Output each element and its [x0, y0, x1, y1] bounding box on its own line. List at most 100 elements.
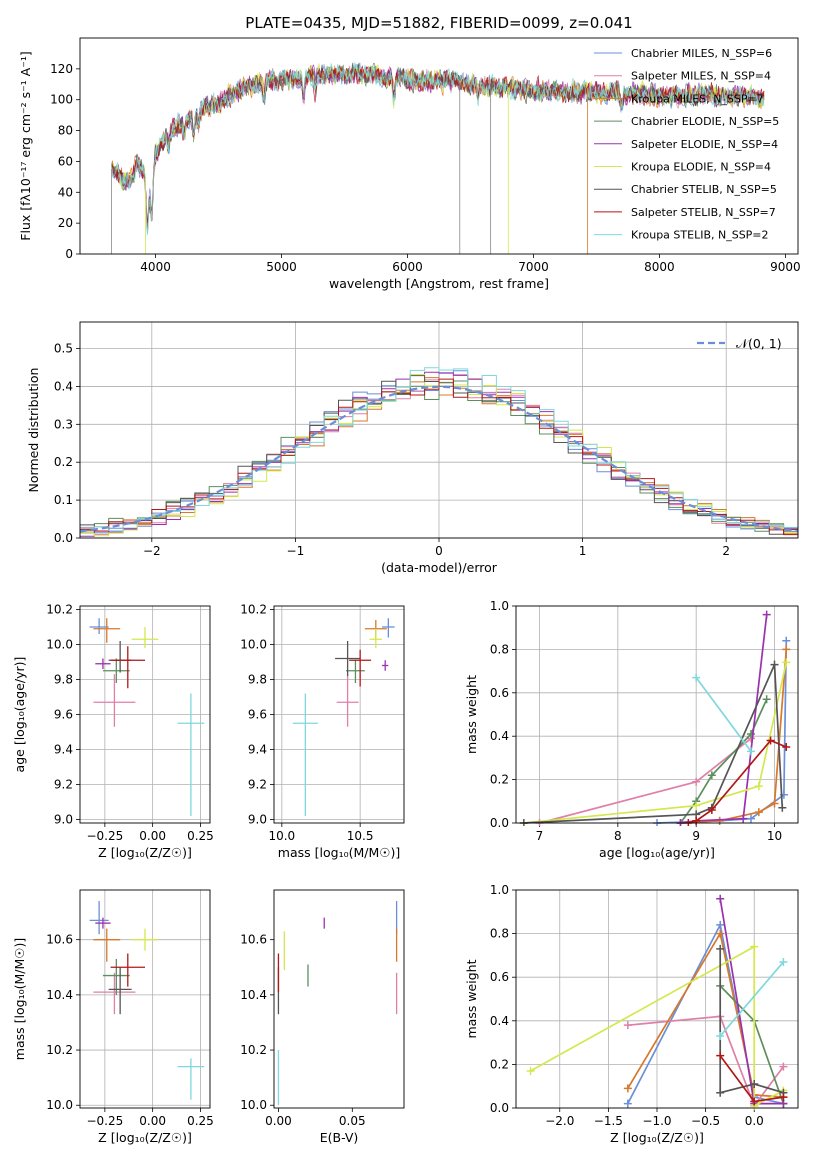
normal-reference-curve: [80, 385, 798, 533]
axes-frame: [273, 889, 405, 1109]
errorbar-point: [110, 646, 145, 689]
spectrum-series-line: [111, 62, 765, 236]
x-tick-label: 0.25: [187, 1114, 214, 1128]
y-tick-label: 0.8: [490, 927, 509, 941]
y-tick-label: 0.4: [490, 1014, 509, 1028]
legend-entry: Chabrier STELIB, N_SSP=5: [631, 183, 777, 196]
y-tick-label: 0.4: [490, 729, 509, 743]
weight-marker: [716, 929, 725, 938]
weight-marker: [762, 695, 771, 704]
errorbar-point: [382, 660, 389, 671]
y-tick-label: 10.2: [240, 603, 267, 617]
y-tick-label: 120: [50, 62, 73, 76]
y-tick-label: 0.8: [490, 642, 509, 656]
legend-entry: Salpeter ELODIE, N_SSP=4: [631, 138, 778, 151]
y-tick-label: 0: [65, 247, 73, 261]
histogram-series: [80, 378, 798, 538]
errorbar-points: [292, 618, 395, 816]
errorbar-point: [108, 967, 132, 1015]
weight-marker: [762, 610, 771, 619]
mass-vs-metallicity-panel: −0.25 0.00 0.25 10.0 10.2 10.4 10.6 Z [log₁₀(Z/…: [12, 889, 214, 1145]
weight-marker: [782, 658, 791, 667]
y-axis-label: Flux [fλ10⁻¹⁷ erg cm⁻² s⁻¹ A⁻¹]: [18, 51, 33, 240]
x-axis-label: Z [log₁₀(Z/Z☉)]: [98, 1130, 192, 1145]
weight-marker: [716, 1032, 725, 1041]
y-tick-label: 9.0: [248, 813, 267, 827]
axes-frame: [79, 605, 211, 824]
y-tick-label: 0.3: [54, 417, 73, 431]
x-tick-label: 0.25: [187, 829, 214, 843]
x-tick-label: 7000: [518, 260, 549, 274]
weight-marker: [766, 736, 775, 745]
y-tick-label: 9.0: [54, 813, 73, 827]
y-tick-label: 0.2: [490, 773, 509, 787]
y-tick-label: 10.2: [46, 603, 73, 617]
weight-marker: [716, 944, 725, 953]
errorbar-points: [89, 618, 205, 816]
x-tick-label: −1.0: [642, 1114, 671, 1128]
histogram-series: [80, 367, 798, 537]
mass-weight-vs-metallicity-panel: −2.0 −1.5 −1.0 −0.5 0.0 0.0 0.2 0.4 0.6 0.8 1.0 Z […: [464, 883, 799, 1145]
weight-marker: [747, 747, 755, 756]
errorbar-point: [89, 618, 109, 634]
y-tick-label: 0.2: [490, 1057, 509, 1071]
x-axis-label: wavelength [Angstrom, rest frame]: [329, 276, 549, 291]
y-axis-label: mass weight: [464, 675, 479, 754]
weight-marker: [754, 782, 763, 791]
weight-series-line: [680, 614, 768, 824]
weight-series-line: [530, 945, 784, 1108]
x-tick-label: 9: [692, 829, 700, 843]
age-vs-mass-panel: 10.0 10.5 9.0 9.2 9.4 9.6 9.8 10.0 10.2 mass [log…: [240, 603, 405, 860]
y-tick-label: 1.0: [490, 883, 509, 897]
y-tick-label: 10.2: [46, 1043, 73, 1057]
x-tick-label: 8: [614, 829, 622, 843]
weight-series-line: [719, 898, 784, 1105]
mass-vs-ebv-panel: 0.00 0.05 10.0 10.2 10.4 10.6 E(B-V): [240, 889, 405, 1145]
weight-marker: [779, 957, 788, 966]
weight-marker: [778, 803, 787, 812]
legend-entry: Chabrier ELODIE, N_SSP=5: [631, 115, 779, 128]
y-tick-label: 9.8: [248, 673, 267, 687]
errorbar-point: [336, 674, 359, 727]
y-tick-label: 10.0: [46, 1098, 73, 1112]
axes-frame: [515, 605, 799, 824]
errorbar-point: [369, 628, 383, 648]
legend-entry: Kroupa ELODIE, N_SSP=4: [631, 161, 771, 174]
weight-marker: [750, 1080, 759, 1089]
x-tick-label: −2: [143, 544, 161, 558]
errorbar-point: [93, 972, 136, 1015]
errorbar-points: [277, 901, 398, 1106]
y-tick-label: 9.2: [248, 778, 267, 792]
y-tick-label: 10.0: [240, 1098, 267, 1112]
x-tick-label: 0.0: [745, 1114, 764, 1128]
axes-frame: [515, 889, 799, 1109]
weight-marker: [716, 894, 725, 903]
x-axis-label: mass [log₁₀(M/M☉)]: [278, 845, 400, 860]
residual-histogram-panel: −2 −1 0 1 2 0.0 0.1 0.2 0.3 0.4 0.5 (data-model)/er…: [26, 321, 799, 575]
weight-marker: [715, 816, 724, 825]
errorbar-point: [102, 658, 130, 683]
weight-marker: [716, 920, 725, 929]
weight-marker: [770, 660, 779, 669]
x-axis-label: E(B-V): [320, 1130, 359, 1145]
y-tick-label: 0.6: [490, 686, 509, 700]
x-tick-label: 1: [579, 544, 587, 558]
mass-weight-vs-age-panel: 7 8 9 10 0.0 0.2 0.4 0.6 0.8 1.0 age [log₁₀(age/yr…: [464, 599, 799, 860]
spectrum-legend: Chabrier MILES, N_SSP=6 Salpeter MILES, N…: [594, 47, 779, 242]
errorbar-point: [89, 901, 109, 935]
x-tick-label: 9000: [770, 260, 801, 274]
weight-lines: [519, 610, 791, 826]
y-tick-label: 9.6: [54, 708, 73, 722]
weight-marker: [692, 801, 701, 810]
y-tick-label: 0.2: [54, 455, 73, 469]
weight-marker: [747, 814, 755, 823]
weight-series-line: [695, 677, 752, 752]
errorbar-point: [346, 660, 365, 683]
y-tick-label: 0.5: [54, 342, 73, 356]
axes-frame: [79, 37, 799, 255]
histogram-steps: [80, 367, 798, 538]
weight-marker: [782, 636, 791, 645]
legend-entry: Salpeter STELIB, N_SSP=7: [631, 206, 776, 219]
weight-marker: [623, 1021, 632, 1030]
weight-marker: [779, 1062, 788, 1071]
